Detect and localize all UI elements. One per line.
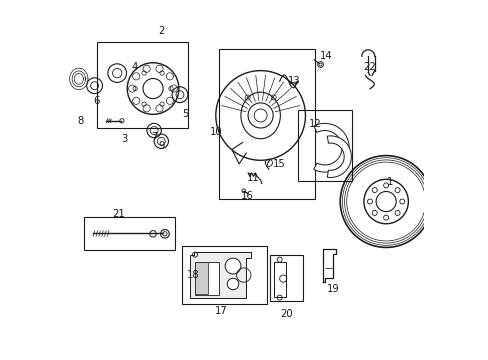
Text: 3: 3 xyxy=(121,134,127,144)
Bar xyxy=(182,246,266,304)
Text: 16: 16 xyxy=(241,191,253,201)
Text: 13: 13 xyxy=(287,76,300,86)
Text: 9: 9 xyxy=(158,141,164,151)
Text: 21: 21 xyxy=(112,209,124,219)
Text: 20: 20 xyxy=(280,310,292,319)
Text: 2: 2 xyxy=(158,26,164,36)
Text: 17: 17 xyxy=(214,306,227,316)
Polygon shape xyxy=(190,252,250,298)
Polygon shape xyxy=(313,123,348,172)
Text: 7: 7 xyxy=(151,132,157,142)
Text: 8: 8 xyxy=(77,116,83,126)
Text: 5: 5 xyxy=(182,109,188,119)
Circle shape xyxy=(224,258,241,274)
Text: 15: 15 xyxy=(273,159,285,169)
Text: 19: 19 xyxy=(326,284,339,294)
Bar xyxy=(218,49,314,199)
Text: 22: 22 xyxy=(362,62,375,72)
Bar xyxy=(83,217,175,250)
Text: 11: 11 xyxy=(246,173,259,183)
Text: 1: 1 xyxy=(386,177,392,187)
Text: 12: 12 xyxy=(308,120,321,129)
Bar xyxy=(195,262,207,294)
Text: 14: 14 xyxy=(319,51,332,61)
Polygon shape xyxy=(326,136,350,177)
Bar xyxy=(270,255,303,301)
Circle shape xyxy=(227,278,238,290)
Text: 4: 4 xyxy=(132,62,138,72)
Text: 10: 10 xyxy=(209,127,222,136)
Bar xyxy=(273,262,286,297)
Bar xyxy=(195,262,219,295)
Text: 18: 18 xyxy=(187,270,200,280)
Bar xyxy=(297,110,351,181)
Text: 6: 6 xyxy=(93,96,100,106)
Bar xyxy=(97,42,188,128)
